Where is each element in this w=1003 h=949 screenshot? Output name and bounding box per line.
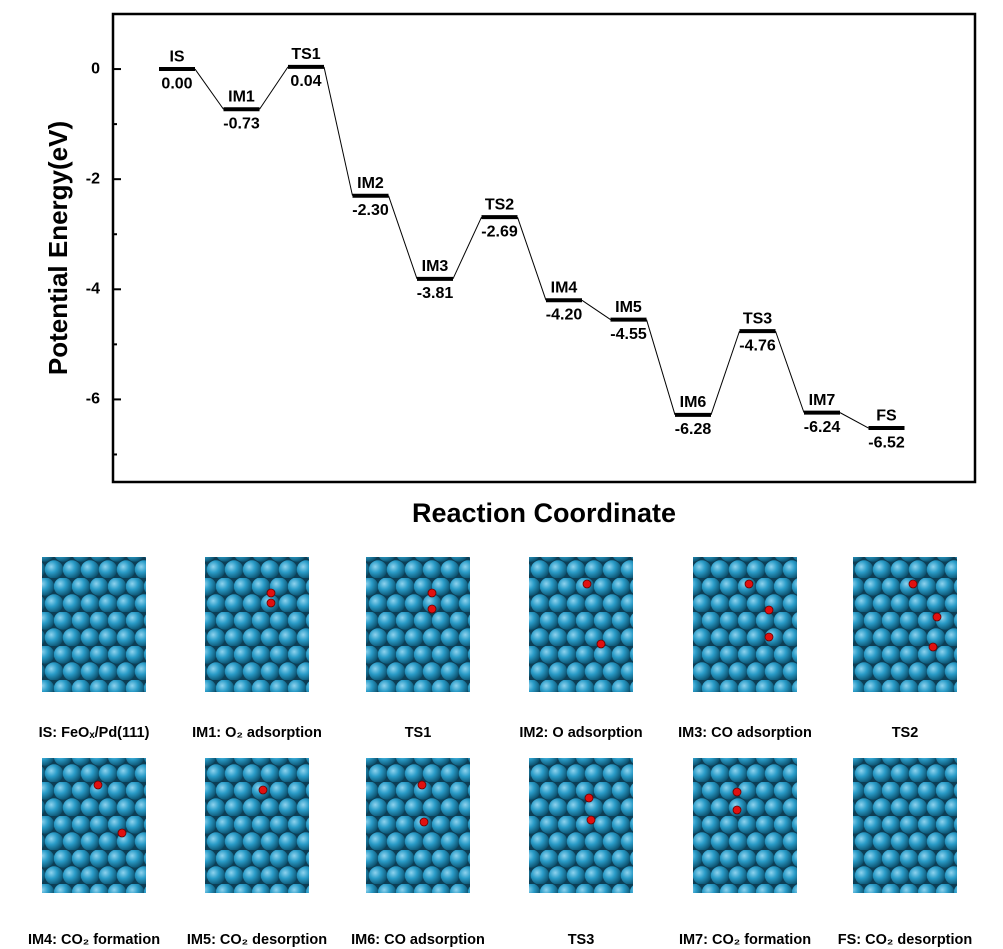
page: Potential Energy(eV) Reaction Coordinate… xyxy=(0,0,1003,949)
adsorbate-atom xyxy=(428,605,436,613)
value-label: 0.04 xyxy=(290,73,321,90)
structure-image xyxy=(693,758,797,893)
structure-caption: IS: FeOₓ/Pd(111) xyxy=(39,725,150,741)
structure-image xyxy=(529,557,633,692)
state-label: TS1 xyxy=(291,46,320,63)
connector xyxy=(324,67,353,196)
y-tick-label: -2 xyxy=(86,170,100,187)
adsorbate-atom xyxy=(118,829,126,837)
structure-image xyxy=(853,557,957,692)
value-label: -0.73 xyxy=(223,115,260,132)
structure-image xyxy=(693,557,797,692)
state-label: FS xyxy=(876,407,897,424)
adsorbate-atom xyxy=(933,613,941,621)
adsorbate-atom xyxy=(929,643,937,651)
structure-caption: IM5: CO₂ desorption xyxy=(187,932,327,948)
value-label: -3.81 xyxy=(417,285,454,302)
adsorbate-atom xyxy=(267,589,275,597)
figure: Potential Energy(eV) Reaction Coordinate… xyxy=(0,0,1003,949)
structure-caption: TS1 xyxy=(405,725,432,741)
structure-image xyxy=(366,758,470,893)
structure-image xyxy=(42,557,146,692)
state-label: IM3 xyxy=(422,258,449,275)
value-label: -2.69 xyxy=(481,223,518,240)
adsorbate-atom xyxy=(418,781,426,789)
plot-frame xyxy=(113,14,975,482)
y-tick-label: -4 xyxy=(86,281,100,298)
value-label: -6.52 xyxy=(868,434,905,451)
adsorbate-atom xyxy=(765,606,773,614)
structure-caption: TS2 xyxy=(892,725,919,741)
structure-caption: IM6: CO adsorption xyxy=(351,932,485,948)
structure-image xyxy=(853,758,957,893)
structure-caption: FS: CO₂ desorption xyxy=(838,932,973,948)
adsorbate-atom xyxy=(745,580,753,588)
value-label: -4.55 xyxy=(610,326,647,343)
adsorbate-atom xyxy=(597,640,605,648)
state-label: TS3 xyxy=(743,310,772,327)
value-label: -6.28 xyxy=(675,421,712,438)
state-label: IM7 xyxy=(809,392,836,409)
structure-image xyxy=(205,557,309,692)
structure-caption: TS3 xyxy=(568,932,595,948)
structure-image xyxy=(205,758,309,893)
state-label: IM1 xyxy=(228,88,255,105)
value-label: 0.00 xyxy=(161,75,192,92)
y-tick-label: -6 xyxy=(86,391,100,408)
adsorbate-atom xyxy=(94,781,102,789)
value-label: -6.24 xyxy=(804,419,841,436)
state-label: TS2 xyxy=(485,196,514,213)
structure-caption: IM7: CO₂ formation xyxy=(679,932,811,948)
y-tick-label: 0 xyxy=(91,60,100,77)
value-label: -4.20 xyxy=(546,307,583,324)
adsorbate-atom xyxy=(259,786,267,794)
state-label: IS xyxy=(169,48,184,65)
connector xyxy=(711,331,740,415)
adsorbate-atom xyxy=(587,816,595,824)
adsorbate-atom xyxy=(765,633,773,641)
structure-panels: IS: FeOₓ/Pd(111) IM1: O₂ adsorption TS1 IM2… xyxy=(28,557,972,948)
x-axis-label: Reaction Coordinate xyxy=(412,498,676,528)
state-label: IM4 xyxy=(551,280,578,297)
adsorbate-atom xyxy=(909,580,917,588)
adsorbate-atom xyxy=(420,818,428,826)
y-axis-label: Potential Energy(eV) xyxy=(43,121,73,375)
structure-image xyxy=(42,758,146,893)
adsorbate-atom xyxy=(585,794,593,802)
connector xyxy=(840,413,869,428)
structure-image xyxy=(529,758,633,893)
connector xyxy=(260,67,289,109)
value-label: -4.76 xyxy=(739,337,776,354)
adsorbate-atom xyxy=(733,806,741,814)
structure-image xyxy=(366,557,470,692)
connector xyxy=(389,196,418,279)
state-label: IM2 xyxy=(357,175,384,192)
adsorbate-atom xyxy=(428,589,436,597)
connector xyxy=(453,217,482,279)
structure-caption: IM4: CO₂ formation xyxy=(28,932,160,948)
connector xyxy=(776,331,805,412)
structure-caption: IM3: CO adsorption xyxy=(678,725,812,741)
adsorbate-atom xyxy=(267,599,275,607)
value-label: -2.30 xyxy=(352,202,389,219)
adsorbate-atom xyxy=(733,788,741,796)
adsorbate-atom xyxy=(583,580,591,588)
structure-caption: IM2: O adsorption xyxy=(519,725,642,741)
state-label: IM5 xyxy=(615,299,642,316)
connector xyxy=(518,217,547,300)
connector xyxy=(582,300,611,319)
connector xyxy=(647,320,676,415)
structure-caption: IM1: O₂ adsorption xyxy=(192,725,322,741)
state-label: IM6 xyxy=(680,394,707,411)
connector xyxy=(195,69,224,109)
